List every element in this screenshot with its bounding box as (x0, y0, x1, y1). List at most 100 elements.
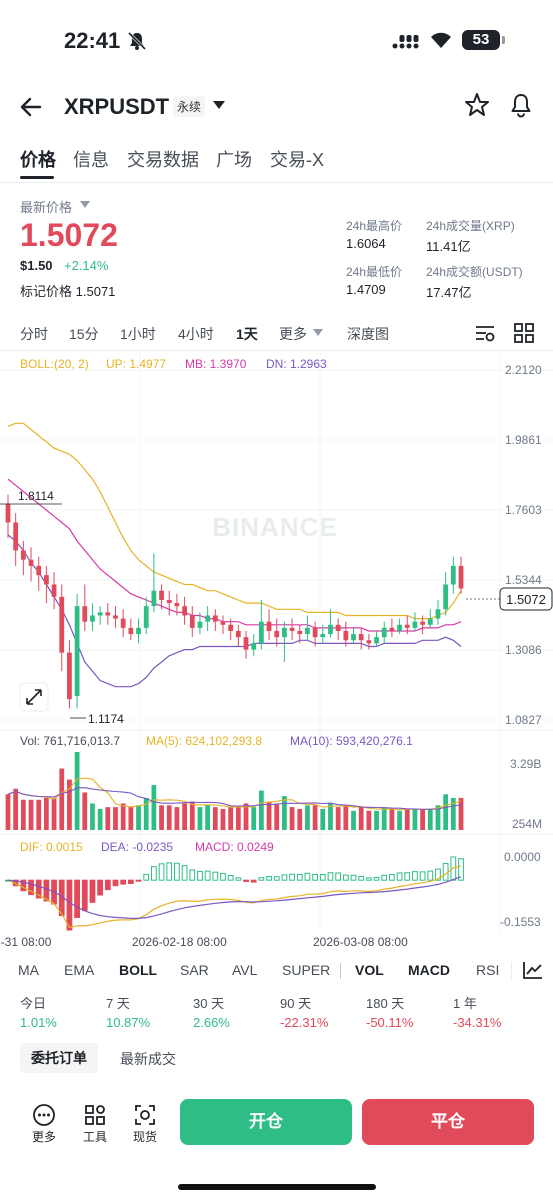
open-position-button[interactable]: 开仓 (180, 1099, 352, 1145)
candle (82, 606, 88, 622)
price-tick-label: 1.3086 (505, 643, 542, 657)
interval-more[interactable]: 更多 (279, 326, 307, 342)
symbol-title[interactable]: XRPUSDT (64, 94, 170, 119)
more-icon[interactable] (32, 1103, 56, 1127)
volume-bar (282, 796, 287, 830)
depth-chart-tab[interactable]: 深度图 (347, 326, 389, 342)
interval-4h[interactable]: 4小时 (178, 326, 214, 342)
candle (274, 630, 280, 638)
volume-bar (297, 808, 303, 830)
volume-bar (397, 810, 402, 830)
volume-bar (174, 807, 180, 830)
indicator-boll[interactable]: BOLL (119, 962, 158, 978)
candle (266, 621, 272, 631)
star-icon[interactable] (464, 92, 490, 118)
candle (212, 615, 218, 622)
candle (59, 596, 65, 653)
chevron-down-icon[interactable] (313, 329, 323, 336)
indicator-vol[interactable]: VOL (355, 962, 384, 978)
candle (44, 575, 49, 585)
perf-value-today: 1.01% (20, 1015, 57, 1030)
interval-15m[interactable]: 15分 (69, 326, 99, 342)
volume-bar (274, 803, 280, 830)
interval-time-sharing[interactable]: 分时 (20, 326, 48, 342)
tab-open-orders[interactable]: 委托订单 (20, 1043, 98, 1073)
volume-bar (335, 807, 341, 830)
home-indicator (178, 1184, 376, 1190)
tab-trading-data[interactable]: 交易数据 (127, 150, 199, 170)
macd-histogram-bar (350, 874, 357, 881)
tab-info[interactable]: 信息 (73, 150, 109, 170)
chevron-down-icon[interactable] (212, 100, 226, 110)
spot-label[interactable]: 现货 (133, 1130, 158, 1144)
macd-dea-line (7, 876, 462, 920)
candle (374, 637, 379, 644)
last-price-label[interactable]: 最新价格 (20, 200, 73, 215)
volume-bar (20, 799, 26, 830)
candle (166, 599, 172, 604)
volume-bar (374, 810, 379, 830)
macd-histogram-bar (335, 872, 342, 881)
close-position-button[interactable]: 平仓 (362, 1099, 534, 1145)
tab-recent-trades[interactable]: 最新成交 (120, 1051, 176, 1067)
perf-value-7d: 10.87% (106, 1015, 151, 1030)
candle (28, 559, 34, 566)
macd-histogram-bar (365, 877, 372, 881)
divider (0, 350, 553, 351)
chevron-down-icon[interactable] (80, 201, 90, 208)
volume-bar (105, 807, 111, 830)
interval-1h[interactable]: 1小时 (120, 326, 156, 342)
tools-icon[interactable] (83, 1103, 107, 1127)
indicator-avl[interactable]: AVL (232, 962, 258, 978)
volume-bar (90, 803, 95, 830)
cellular-signal-icon (392, 35, 419, 49)
volume-bar (258, 790, 264, 830)
volume-bar (97, 808, 103, 830)
volume-ma5: MA(5): 624,102,293.8 (146, 734, 262, 748)
tab-trade-x[interactable]: 交易-X (270, 150, 324, 170)
volume-bar (67, 779, 72, 830)
bell-icon[interactable] (508, 92, 534, 118)
candle (20, 550, 26, 560)
indicator-chart-icon[interactable] (522, 960, 544, 980)
perf-label-30d: 30 天 (193, 996, 225, 1011)
volume-bar (458, 797, 464, 830)
candle (13, 522, 19, 551)
candle (458, 565, 464, 589)
indicator-rsi[interactable]: RSI (476, 962, 500, 978)
candle (351, 634, 356, 641)
volume-bar (44, 797, 49, 830)
indicator-ma[interactable]: MA (18, 962, 39, 978)
candle (312, 627, 318, 638)
more-label[interactable]: 更多 (32, 1130, 57, 1144)
kline-chart[interactable]: BINANCE 2.2120 1.9861 1.7603 1.5344 1.3086 1.… (0, 352, 553, 952)
candle (358, 634, 364, 641)
divider (0, 182, 553, 183)
macd-histogram-bar (204, 870, 211, 881)
macd-histogram-bar (404, 872, 411, 881)
candle (5, 503, 11, 523)
candle (397, 624, 402, 631)
tab-square[interactable]: 广场 (216, 150, 252, 170)
high-marker: 1.8114 (18, 489, 54, 503)
spot-icon[interactable] (133, 1103, 157, 1127)
candle (136, 627, 141, 635)
indicator-super[interactable]: SUPER (282, 962, 331, 978)
interval-1d[interactable]: 1天 (236, 326, 258, 342)
back-arrow-icon[interactable] (18, 94, 44, 120)
tools-label[interactable]: 工具 (83, 1130, 108, 1144)
tab-price[interactable]: 价格 (20, 150, 56, 170)
perf-value-180d: -50.11% (366, 1015, 414, 1030)
candle (243, 637, 249, 650)
expand-icon[interactable] (26, 689, 42, 705)
indicator-ema[interactable]: EMA (64, 962, 95, 978)
indicator-settings-icon[interactable] (474, 322, 496, 344)
indicator-macd[interactable]: MACD (408, 962, 450, 978)
volume-axis-top: 3.29B (510, 757, 541, 771)
indicator-sar[interactable]: SAR (180, 962, 209, 978)
macd-histogram-bar (120, 879, 127, 885)
grid-layout-icon[interactable] (513, 322, 535, 344)
macd-histogram-bar (281, 874, 288, 881)
candle (67, 652, 72, 700)
macd-histogram-bar (412, 871, 418, 881)
